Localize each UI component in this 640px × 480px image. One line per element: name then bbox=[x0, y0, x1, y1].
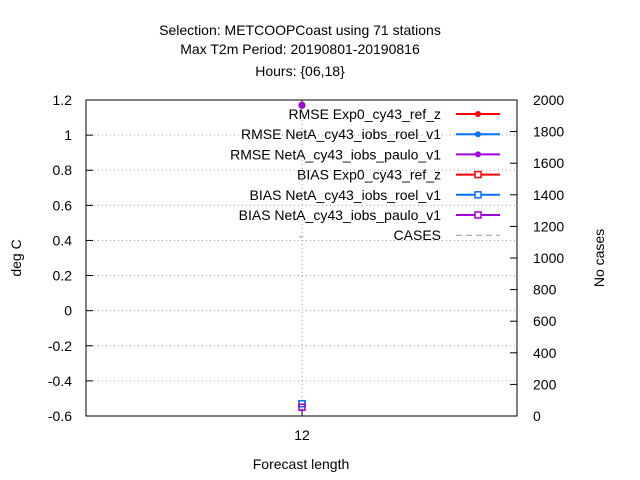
y2-tick-label: 0 bbox=[533, 408, 541, 424]
title-line-3: Hours: {06,18} bbox=[255, 63, 345, 79]
y2-tick-label: 1200 bbox=[533, 218, 564, 234]
legend-label: RMSE NetA_cy43_iobs_roel_v1 bbox=[241, 126, 441, 142]
y-tick-label: 0.2 bbox=[53, 268, 73, 284]
y-tick-label: -0.2 bbox=[48, 338, 72, 354]
legend-marker bbox=[475, 111, 481, 117]
grid bbox=[86, 99, 517, 417]
y-tick-label: 1 bbox=[64, 127, 72, 143]
legend-marker bbox=[475, 151, 481, 158]
title-line-1: Selection: METCOOPCoast using 71 station… bbox=[159, 22, 441, 38]
y2-tick-label: 2000 bbox=[533, 92, 564, 108]
legend-marker bbox=[474, 170, 482, 179]
legend-label: BIAS NetA_cy43_iobs_roel_v1 bbox=[250, 187, 442, 203]
y-axis-label: deg C bbox=[8, 239, 24, 276]
data-point bbox=[298, 403, 306, 411]
y2-tick-label: 800 bbox=[533, 282, 557, 298]
data-marks bbox=[298, 101, 306, 411]
y-tick-label: -0.4 bbox=[48, 373, 72, 389]
y2-tick-label: 1600 bbox=[533, 155, 564, 171]
legend-label: BIAS Exp0_cy43_ref_z bbox=[297, 167, 441, 183]
x-tick-label: 12 bbox=[294, 427, 310, 443]
y2-axis-label: No cases bbox=[591, 229, 607, 287]
data-point bbox=[298, 101, 306, 109]
y-tick-label: 0.8 bbox=[53, 162, 73, 178]
chart-title: Selection: METCOOPCoast using 71 station… bbox=[159, 22, 441, 79]
legend-label: BIAS NetA_cy43_iobs_paulo_v1 bbox=[239, 207, 442, 223]
y2-tick-label: 1800 bbox=[533, 124, 564, 140]
legend-marker bbox=[474, 211, 482, 219]
y-tick-label: -0.6 bbox=[48, 408, 72, 424]
legend: RMSE Exp0_cy43_ref_z RMSE NetA_cy43_iobs_… bbox=[230, 106, 500, 243]
x-axis-label: Forecast length bbox=[253, 456, 350, 472]
y-tick-label: 0 bbox=[64, 303, 72, 319]
y2-tick-label: 1400 bbox=[533, 187, 564, 203]
y-tick-label: 1.2 bbox=[53, 92, 73, 108]
legend-label: RMSE NetA_cy43_iobs_paulo_v1 bbox=[230, 146, 441, 162]
y2-tick-label: 200 bbox=[533, 376, 557, 392]
legend-label: CASES bbox=[394, 227, 441, 243]
y-axis: 1.2 1 0.8 0.6 0.4 0.2 0 -0.2 -0.4 -0.6 bbox=[48, 92, 93, 424]
y-tick-label: 0.6 bbox=[53, 197, 73, 213]
title-line-2: Max T2m Period: 20190801-20190816 bbox=[180, 41, 420, 57]
y2-tick-label: 1000 bbox=[533, 250, 564, 266]
legend-label: RMSE Exp0_cy43_ref_z bbox=[288, 106, 441, 122]
y2-tick-label: 400 bbox=[533, 345, 557, 361]
legend-marker bbox=[475, 131, 481, 138]
y2-tick-label: 600 bbox=[533, 313, 557, 329]
y-tick-label: 0.4 bbox=[53, 232, 73, 248]
legend-marker bbox=[474, 191, 482, 199]
